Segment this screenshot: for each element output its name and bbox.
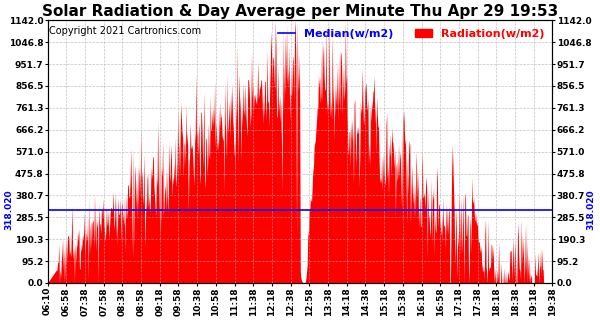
Legend: Median(w/m2), Radiation(w/m2): Median(w/m2), Radiation(w/m2) xyxy=(278,28,544,38)
Text: 318.020: 318.020 xyxy=(4,189,13,230)
Text: 318.020: 318.020 xyxy=(587,189,596,230)
Text: Copyright 2021 Cartronics.com: Copyright 2021 Cartronics.com xyxy=(49,26,200,36)
Title: Solar Radiation & Day Average per Minute Thu Apr 29 19:53: Solar Radiation & Day Average per Minute… xyxy=(42,4,558,19)
